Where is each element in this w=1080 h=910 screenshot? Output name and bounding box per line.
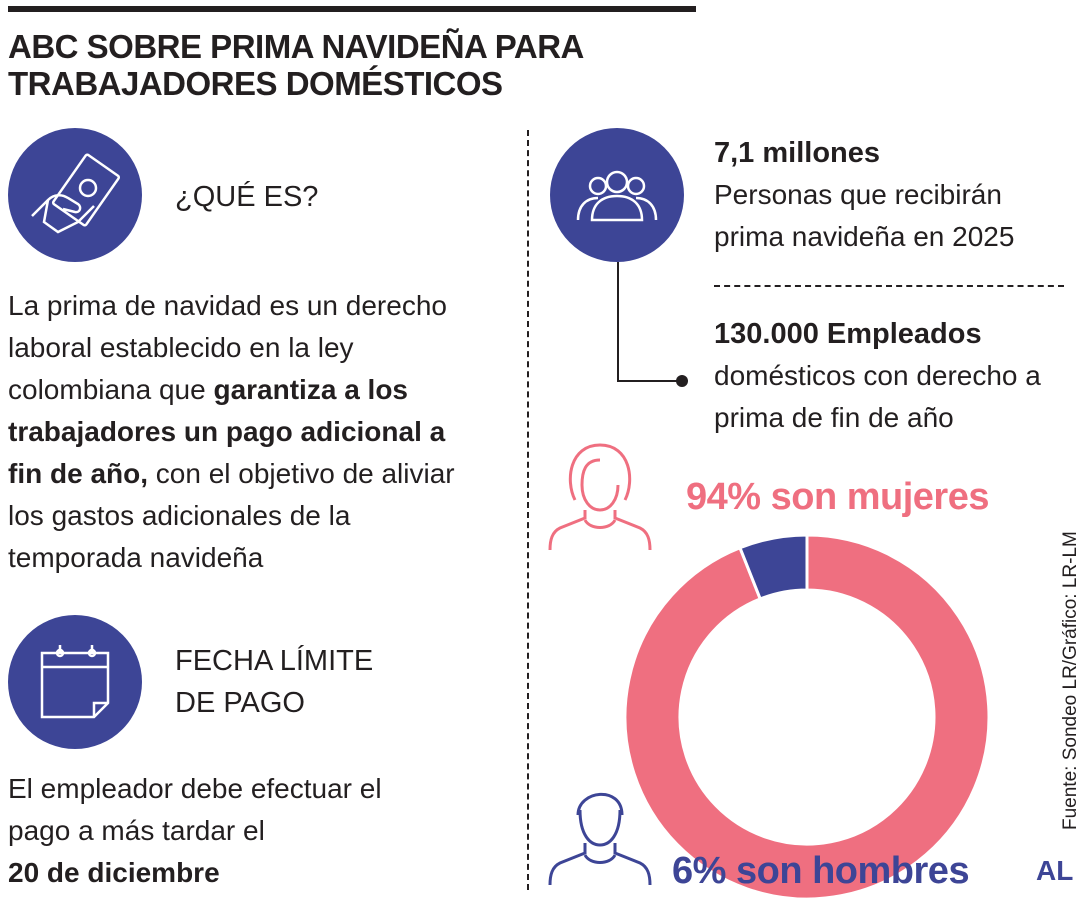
title-line-1: ABC SOBRE PRIMA NAVIDEÑA PARA: [8, 28, 584, 65]
que-es-text: La prima de navidad es un derecho labora…: [8, 285, 478, 579]
fecha-heading: FECHA LÍMITE DE PAGO: [175, 640, 373, 724]
fecha-heading-1: FECHA LÍMITE: [175, 645, 374, 677]
stat-people: 7,1 millones Personas que recibirán prima…: [714, 132, 1054, 258]
stat-employees: 130.000 Empleados domésticos con derecho …: [714, 313, 1059, 439]
calendar-icon: [8, 615, 142, 749]
donut-slice-mujeres: [623, 533, 991, 901]
text-1: La prima de navidad es un derecho labora…: [8, 290, 447, 405]
donut-slice-hombres: [738, 533, 809, 601]
page-title: ABC SOBRE PRIMA NAVIDEÑA PARA TRABAJADORE…: [8, 28, 584, 102]
source-note: Fuente: Sondeo LR/Gráfico: LR-LM: [1060, 531, 1080, 830]
stat-label: domésticos con derecho a prima de fin de…: [714, 360, 1041, 433]
connector-dot: [676, 375, 688, 387]
title-line-2: TRABAJADORES DOMÉSTICOS: [8, 65, 503, 102]
gender-donut-chart: [623, 533, 991, 901]
stat-value: 7,1 millones: [714, 137, 881, 169]
people-group-icon: [550, 128, 684, 262]
money-hand-icon: [8, 128, 142, 262]
que-es-heading: ¿QUÉ ES?: [175, 181, 319, 213]
logo: AL: [1036, 855, 1074, 886]
text-bold: garantiza a los trabajadores un pago adi…: [8, 374, 446, 489]
fecha-date: 20 de diciembre: [8, 857, 220, 888]
stat-value: 130.000 Empleados: [714, 318, 982, 350]
man-icon: [545, 775, 655, 895]
women-label: 94% son mujeres: [686, 476, 989, 518]
fecha-text: El empleador debe efectuar el pago a más…: [8, 773, 382, 846]
woman-icon: [545, 440, 655, 560]
men-label: 6% son hombres: [672, 850, 970, 892]
text-2: con el objetivo de aliviar los gastos ad…: [8, 458, 455, 573]
top-rule: [8, 6, 696, 12]
stat-divider: [714, 285, 1064, 287]
divider: [527, 130, 529, 890]
connector-line: [617, 262, 681, 382]
stat-label: Personas que recibirán prima navideña en…: [714, 179, 1015, 252]
fecha-heading-2: DE PAGO: [175, 687, 305, 719]
